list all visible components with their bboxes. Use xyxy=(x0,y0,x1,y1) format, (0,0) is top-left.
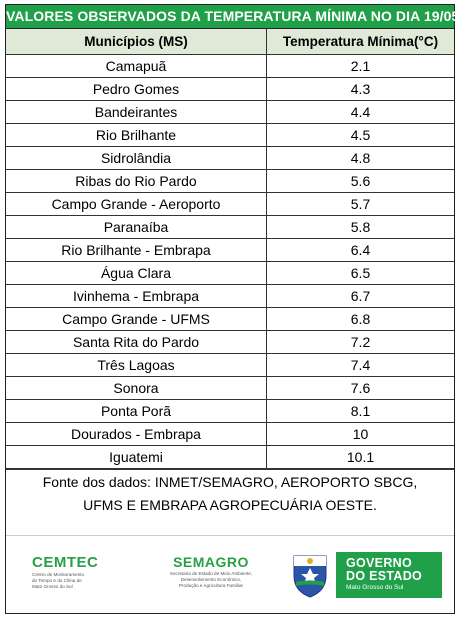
cemtec-sub-1: Centro de Monitoramento xyxy=(32,572,85,577)
temp-cell: 4.5 xyxy=(266,123,454,147)
temp-cell: 8.1 xyxy=(266,399,454,423)
city-cell: Ribas do Rio Pardo xyxy=(6,169,267,193)
temp-cell: 6.8 xyxy=(266,307,454,331)
temp-cell: 5.7 xyxy=(266,192,454,216)
table-row: Campo Grande - Aeroporto 5.7 xyxy=(6,192,454,216)
city-cell: Dourados - Embrapa xyxy=(6,422,267,446)
table-row: Camapuã 2.1 xyxy=(6,54,454,78)
temp-cell: 5.8 xyxy=(266,215,454,239)
temp-cell: 10 xyxy=(266,422,454,446)
table-row: Rio Brilhante - Embrapa 6.4 xyxy=(6,238,454,262)
header-municipios: Municípios (MS) xyxy=(6,29,267,55)
temp-cell: 6.5 xyxy=(266,261,454,285)
table-row: Paranaíba 5.8 xyxy=(6,215,454,239)
header-temperatura: Temperatura Mínima(°C) xyxy=(266,29,454,55)
governo-line-2: DO ESTADO xyxy=(346,569,423,583)
table-row: Três Lagoas 7.4 xyxy=(6,353,454,377)
table-row: Santa Rita do Pardo 7.2 xyxy=(6,330,454,354)
city-cell: Sonora xyxy=(6,376,267,400)
table-row: Ponta Porã 8.1 xyxy=(6,399,454,423)
city-cell: Ponta Porã xyxy=(6,399,267,423)
city-cell: Rio Brilhante - Embrapa xyxy=(6,238,267,262)
temp-cell: 4.8 xyxy=(266,146,454,170)
temperature-report: VALORES OBSERVADOS DA TEMPERATURA MÍNIMA… xyxy=(5,4,459,614)
state-coat-of-arms-icon xyxy=(293,555,327,598)
governo-line-1: GOVERNO xyxy=(346,556,412,570)
temp-cell: 10.1 xyxy=(266,445,454,469)
city-cell: Santa Rita do Pardo xyxy=(6,330,267,354)
city-cell: Três Lagoas xyxy=(6,353,267,377)
table-row: Ivinhema - Embrapa 6.7 xyxy=(6,284,454,308)
semagro-sub-3: Produção e Agricultura Familiar xyxy=(178,583,244,588)
city-cell: Bandeirantes xyxy=(6,100,267,124)
city-cell: Sidrolândia xyxy=(6,146,267,170)
temperature-table: Municípios (MS) Temperatura Mínima(°C) C… xyxy=(6,29,454,469)
temp-cell: 5.6 xyxy=(266,169,454,193)
governo-line-3: Mato Grosso do Sul xyxy=(346,584,404,591)
temp-cell: 7.4 xyxy=(266,353,454,377)
data-source-note: Fonte dos dados: INMET/SEMAGRO, AEROPORT… xyxy=(6,469,454,519)
table-header-row: Municípios (MS) Temperatura Mínima(°C) xyxy=(6,29,454,55)
semagro-subtitle: Secretaria de Estado de Meio Ambiente, D… xyxy=(156,571,266,589)
city-cell: Paranaíba xyxy=(6,215,267,239)
cemtec-logo: CEMTEC Centro de Monitoramento do Tempo … xyxy=(32,554,142,590)
cemtec-sub-2: do Tempo e do Clima de xyxy=(32,578,82,583)
table-row: Água Clara 6.5 xyxy=(6,261,454,285)
temp-cell: 2.1 xyxy=(266,54,454,78)
city-cell: Camapuã xyxy=(6,54,267,78)
cemtec-sub-3: Mato Grosso do Sul xyxy=(32,584,73,589)
table-row: Dourados - Embrapa 10 xyxy=(6,422,454,446)
table-row: Pedro Gomes 4.3 xyxy=(6,77,454,101)
city-cell: Campo Grande - UFMS xyxy=(6,307,267,331)
temp-cell: 6.4 xyxy=(266,238,454,262)
cemtec-subtitle: Centro de Monitoramento do Tempo e do Cl… xyxy=(32,572,142,590)
source-line-1: Fonte dos dados: INMET/SEMAGRO, AEROPORT… xyxy=(42,474,418,490)
temp-cell: 4.4 xyxy=(266,100,454,124)
semagro-sub-1: Secretaria de Estado de Meio Ambiente, xyxy=(169,571,253,576)
table-row: Campo Grande - UFMS 6.8 xyxy=(6,307,454,331)
temp-cell: 7.2 xyxy=(266,330,454,354)
table-row: Iguatemi 10.1 xyxy=(6,445,454,469)
table-row: Rio Brilhante 4.5 xyxy=(6,123,454,147)
cemtec-name: CEMTEC xyxy=(32,554,99,571)
city-cell: Ivinhema - Embrapa xyxy=(6,284,267,308)
temp-cell: 4.3 xyxy=(266,77,454,101)
semagro-sub-2: Desenvolvimento Econômico, xyxy=(180,577,242,582)
city-cell: Água Clara xyxy=(6,261,267,285)
semagro-name: SEMAGRO xyxy=(173,554,249,570)
table-row: Ribas do Rio Pardo 5.6 xyxy=(6,169,454,193)
source-line-2: UFMS E EMBRAPA AGROPECUÁRIA OESTE. xyxy=(83,497,377,513)
city-cell: Campo Grande - Aeroporto xyxy=(6,192,267,216)
governo-logo: GOVERNO DO ESTADO Mato Grosso do Sul xyxy=(336,552,442,598)
temp-cell: 6.7 xyxy=(266,284,454,308)
semagro-logo: SEMAGRO Secretaria de Estado de Meio Amb… xyxy=(156,554,266,589)
footer-logos: CEMTEC Centro de Monitoramento do Tempo … xyxy=(6,535,454,606)
report-title: VALORES OBSERVADOS DA TEMPERATURA MÍNIMA… xyxy=(6,5,459,29)
city-cell: Iguatemi xyxy=(6,445,267,469)
city-cell: Rio Brilhante xyxy=(6,123,267,147)
table-row: Sidrolândia 4.8 xyxy=(6,146,454,170)
table-row: Sonora 7.6 xyxy=(6,376,454,400)
table-row: Bandeirantes 4.4 xyxy=(6,100,454,124)
temp-cell: 7.6 xyxy=(266,376,454,400)
city-cell: Pedro Gomes xyxy=(6,77,267,101)
